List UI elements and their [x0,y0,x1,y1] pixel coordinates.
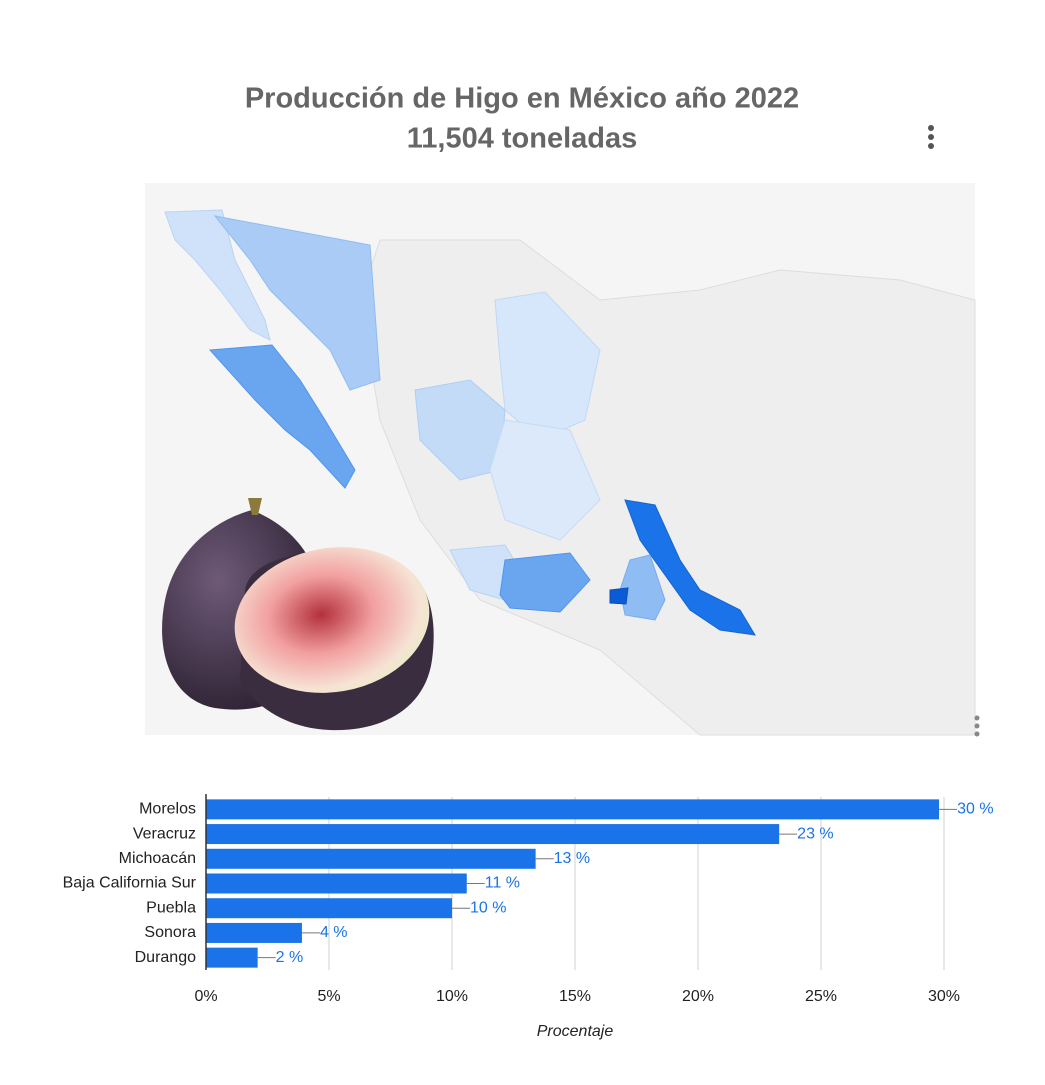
x-tick-label: 20% [682,988,714,1005]
fig-illustration [162,498,434,731]
menu-icon[interactable] [974,715,980,737]
y-tick-label: Durango [135,949,196,966]
y-tick-label: Baja California Sur [63,875,197,892]
data-label: 4 % [320,924,348,941]
x-tick-label: 5% [317,988,340,1005]
data-label: 13 % [554,850,590,867]
x-tick-label: 15% [559,988,591,1005]
x-axis-title: Procentaje [537,1023,614,1040]
y-tick-label: Michoacán [119,850,196,867]
bar [206,873,467,894]
bar [206,898,452,919]
x-tick-label: 10% [436,988,468,1005]
bar [206,947,258,968]
data-label: 11 % [485,875,520,892]
bar [206,848,536,869]
x-tick-label: 0% [194,988,217,1005]
bar [206,824,780,845]
y-tick-label: Morelos [139,801,196,818]
bar [206,799,940,820]
chart-subtitle: 11,504 toneladas [407,123,638,155]
y-tick-label: Sonora [144,924,196,941]
data-label: 23 % [797,825,833,842]
data-label: 30 % [957,801,993,818]
x-tick-label: 30% [928,988,960,1005]
data-label: 10 % [470,899,506,916]
data-label: 2 % [276,949,304,966]
y-tick-label: Puebla [146,899,196,916]
x-tick-label: 25% [805,988,837,1005]
y-tick-label: Veracruz [133,825,196,842]
chart-title: Producción de Higo en México año 2022 [245,83,799,115]
bar [206,922,302,943]
menu-icon[interactable] [928,125,934,149]
